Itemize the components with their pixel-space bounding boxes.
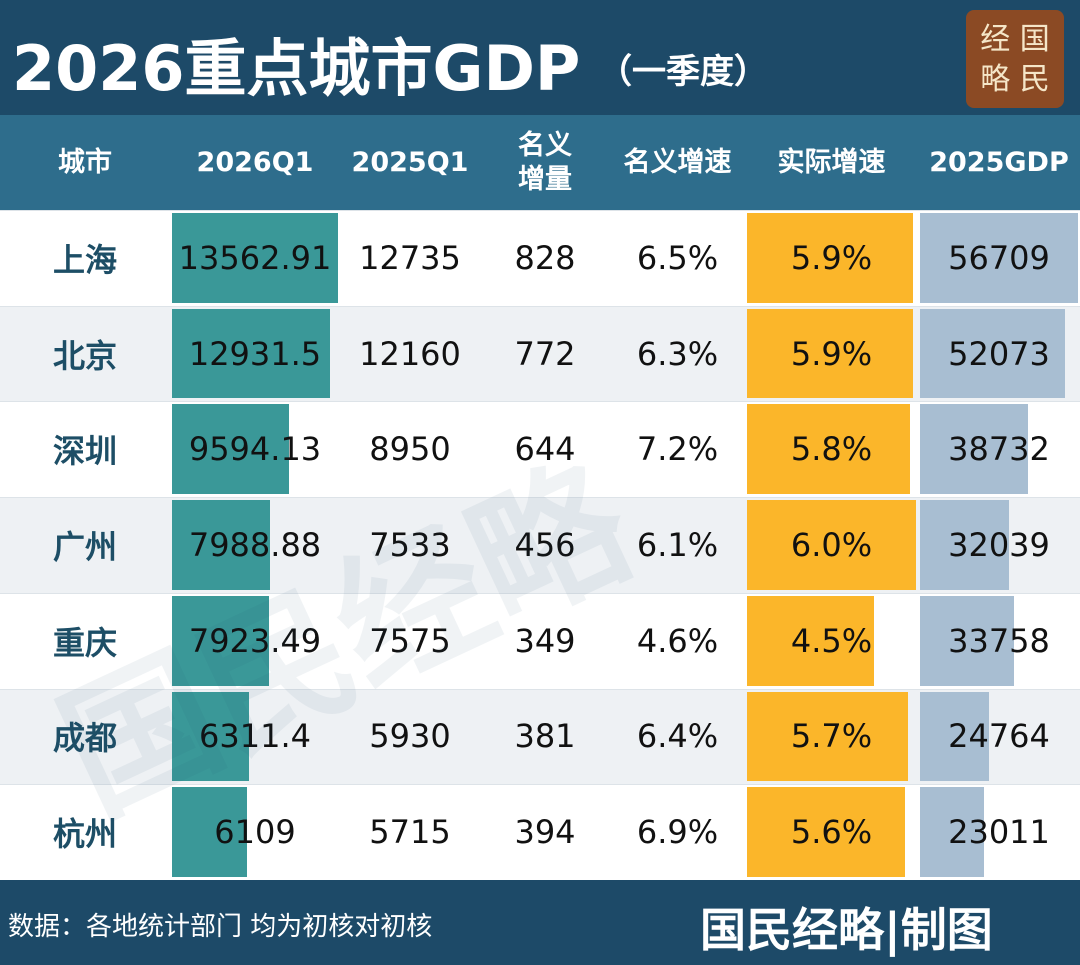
column-header: 名义增速: [623, 146, 732, 178]
city-name: 上海: [52, 240, 117, 279]
data-bar: [920, 595, 1015, 686]
column-header: 城市: [58, 146, 112, 178]
table-cell: 56709: [948, 238, 1050, 277]
table-cell: 4.6%: [636, 621, 719, 660]
column-header: 名义增量: [518, 129, 572, 195]
table-cell: 4.5%: [790, 621, 873, 660]
table-cell: 6.9%: [636, 813, 719, 852]
table-cell: 349: [514, 621, 576, 660]
table-cell: 12735: [359, 238, 461, 277]
city-name: 北京: [52, 336, 117, 375]
table-cell: 32039: [948, 525, 1050, 564]
table-cell: 7.2%: [636, 430, 719, 469]
table-cell: 6.1%: [636, 525, 719, 564]
table-body: 上海 13562.91 12735 828 6.5% 5.9% 56709 北京 12931.5…: [0, 210, 1080, 880]
data-bar: [747, 308, 914, 399]
city-name: 杭州: [52, 815, 117, 854]
table-cell: 5.9%: [790, 334, 873, 373]
column-header: 2025GDP: [929, 146, 1069, 178]
table-cell: 6.5%: [636, 238, 719, 277]
column-header: 2026Q1: [196, 146, 314, 178]
data-bar: [172, 308, 331, 399]
logo-line: 经 国: [980, 22, 1050, 57]
table-cell: 12931.5: [188, 334, 322, 373]
table-cell: 5.6%: [790, 813, 873, 852]
logo: 经 国 略 民: [966, 10, 1064, 108]
table-cell: 38732: [948, 430, 1050, 469]
table-cell: 7575: [369, 621, 451, 660]
table-cell: 5715: [369, 813, 451, 852]
table-cell: 23011: [948, 813, 1050, 852]
data-bar: [920, 308, 1066, 399]
data-bar: [172, 213, 338, 303]
table-cell: 13562.91: [178, 238, 332, 277]
footer: 数据：各地统计部门 均为初核对初核 国民经略|制图: [0, 880, 1080, 965]
data-bar: [920, 500, 1010, 590]
table-cell: 24764: [948, 717, 1050, 756]
table-cell: 7988.88: [188, 525, 322, 564]
column-header: 实际增速: [777, 146, 886, 178]
table-cell: 12160: [359, 334, 461, 373]
city-name: 深圳: [52, 432, 117, 471]
column-header: 2025Q1: [351, 146, 469, 178]
table-cell: 7923.49: [188, 621, 322, 660]
data-bar: [920, 213, 1078, 303]
title: 2026重点城市GDP: [12, 32, 581, 105]
data-bar: [747, 691, 908, 782]
city-name: 成都: [52, 719, 117, 758]
data-bar: [172, 500, 270, 590]
table-cell: 52073: [948, 334, 1050, 373]
data-bar: [172, 595, 269, 686]
table-cell: 828: [514, 238, 576, 277]
table-cell: 5.8%: [790, 430, 873, 469]
table-cell: 456: [514, 525, 576, 564]
table-cell: 33758: [948, 621, 1050, 660]
city-name: 广州: [52, 527, 117, 566]
subtitle: （一季度）: [598, 52, 768, 92]
table-cell: 5.7%: [790, 717, 873, 756]
city-name: 重庆: [52, 623, 117, 662]
table-cell: 9594.13: [188, 430, 322, 469]
title-bar: 2026重点城市GDP （一季度） 经 国 略 民: [0, 0, 1080, 115]
table-cell: 6311.4: [199, 717, 311, 756]
credit: 国民经略|制图: [700, 903, 993, 957]
data-bar: [747, 787, 905, 877]
data-bar: [747, 213, 914, 303]
table-cell: 6.0%: [790, 525, 873, 564]
header-row: 城市 2026Q1 2025Q1 名义增量 名义增速 实际增速 2025GDP: [0, 115, 1080, 210]
table-cell: 6109: [214, 813, 296, 852]
table-cell: 5930: [369, 717, 451, 756]
data-bar: [747, 404, 911, 495]
table-cell: 5.9%: [790, 238, 873, 277]
data-bar: [747, 500, 916, 590]
source: 数据：各地统计部门 均为初核对初核: [8, 912, 433, 942]
data-bar: [172, 404, 290, 495]
table-cell: 6.3%: [636, 334, 719, 373]
data-bar: [920, 691, 989, 782]
data-bar: [172, 787, 247, 877]
table-cell: 6.4%: [636, 717, 719, 756]
table-cell: 7533: [369, 525, 451, 564]
logo-line: 略 民: [980, 62, 1050, 97]
table-cell: 644: [514, 430, 576, 469]
table-cell: 772: [514, 334, 576, 373]
table-cell: 381: [514, 717, 576, 756]
table-cell: 394: [514, 813, 576, 852]
data-bar: [920, 404, 1028, 495]
data-bar: [920, 787, 985, 877]
data-bar: [172, 691, 250, 782]
data-bar: [747, 595, 874, 686]
table-cell: 8950: [369, 430, 451, 469]
